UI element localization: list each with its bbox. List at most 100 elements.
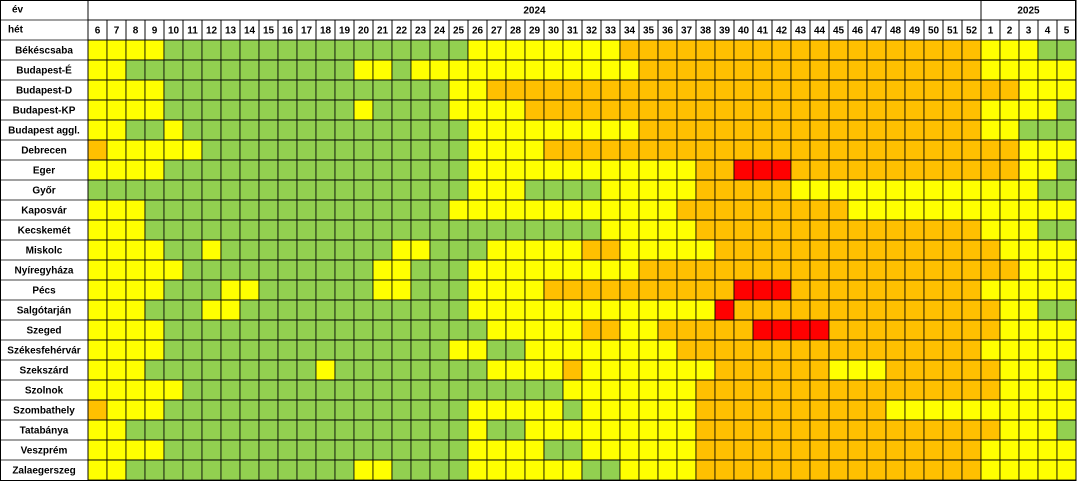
heat-cell (847, 459, 868, 481)
heat-cell (790, 299, 811, 321)
heat-cell (923, 199, 944, 221)
heat-cell (448, 199, 469, 221)
heat-cell (144, 179, 165, 201)
heat-cell (315, 79, 336, 101)
heat-cell (790, 99, 811, 121)
heat-cell (1037, 399, 1058, 421)
heat-cell (505, 359, 526, 381)
heat-cell (448, 379, 469, 401)
heat-cell (809, 179, 830, 201)
heat-cell (733, 239, 754, 261)
heat-cell (315, 459, 336, 481)
heat-cell (695, 419, 716, 441)
heat-cell (296, 199, 317, 221)
heat-cell (1056, 219, 1077, 241)
heat-cell (163, 399, 184, 421)
heat-cell (752, 279, 773, 301)
heat-cell (334, 259, 355, 281)
heat-cell (847, 319, 868, 341)
heat-cell (600, 239, 621, 261)
city-label: Kecskemét (18, 226, 71, 237)
heat-cell (657, 119, 678, 141)
heat-cell (372, 119, 393, 141)
heat-cell (657, 219, 678, 241)
heat-cell (220, 299, 241, 321)
heat-cell (524, 279, 545, 301)
heat-cell (904, 419, 925, 441)
heat-cell (809, 39, 830, 61)
heat-cell (125, 299, 146, 321)
heat-cell (771, 239, 792, 261)
heat-cell (163, 159, 184, 181)
heat-cell (657, 159, 678, 181)
heat-cell (372, 159, 393, 181)
heat-cell (239, 399, 260, 421)
heat-cell (714, 359, 735, 381)
heat-cell (239, 99, 260, 121)
heat-cell (942, 339, 963, 361)
heat-cell (163, 419, 184, 441)
heat-cell (904, 459, 925, 481)
heat-cell (505, 259, 526, 281)
week-label: 51 (947, 26, 959, 37)
heat-cell (144, 99, 165, 121)
heat-cell (562, 79, 583, 101)
heat-cell (486, 119, 507, 141)
heat-cell (771, 319, 792, 341)
heat-cell (87, 419, 108, 441)
city-label: Szolnok (25, 386, 64, 397)
heat-cell (543, 419, 564, 441)
heat-cell (942, 59, 963, 81)
heat-cell (999, 119, 1020, 141)
heat-cell (847, 119, 868, 141)
heat-cell (809, 199, 830, 221)
heat-cell (144, 39, 165, 61)
heat-cell (201, 39, 222, 61)
week-label: 52 (966, 26, 978, 37)
heat-cell (752, 419, 773, 441)
heat-cell (714, 379, 735, 401)
city-label: Pécs (32, 286, 56, 297)
heat-cell (410, 259, 431, 281)
heat-cell (619, 419, 640, 441)
city-label: Miskolc (26, 246, 63, 257)
heat-cell (923, 159, 944, 181)
heat-cell (828, 99, 849, 121)
heat-cell (277, 59, 298, 81)
heat-cell (486, 299, 507, 321)
heat-cell (676, 439, 697, 461)
heat-cell (87, 339, 108, 361)
heat-cell (1018, 339, 1039, 361)
week-label: 10 (168, 26, 180, 37)
heat-cell (581, 159, 602, 181)
heat-cell (543, 99, 564, 121)
week-label: 28 (510, 26, 522, 37)
heat-cell (296, 459, 317, 481)
week-label: 36 (662, 26, 674, 37)
week-label: 5 (1064, 26, 1070, 37)
heat-cell (410, 399, 431, 421)
heat-cell (410, 199, 431, 221)
heat-cell (695, 219, 716, 241)
heat-cell (1018, 279, 1039, 301)
heat-cell (1056, 259, 1077, 281)
heat-cell (429, 439, 450, 461)
heat-cell (296, 299, 317, 321)
heat-cell (106, 359, 127, 381)
heat-cell (220, 399, 241, 421)
heat-cell (106, 239, 127, 261)
heat-cell (182, 359, 203, 381)
heat-cell (1018, 39, 1039, 61)
heat-cell (125, 39, 146, 61)
heat-cell (790, 239, 811, 261)
heat-cell (923, 219, 944, 241)
heat-cell (980, 199, 1001, 221)
heat-cell (600, 179, 621, 201)
heat-cell (87, 459, 108, 481)
heat-cell (733, 279, 754, 301)
heat-cell (87, 439, 108, 461)
week-label: 9 (152, 26, 158, 37)
heat-cell (258, 319, 279, 341)
heat-cell (581, 359, 602, 381)
heat-cell (1037, 159, 1058, 181)
